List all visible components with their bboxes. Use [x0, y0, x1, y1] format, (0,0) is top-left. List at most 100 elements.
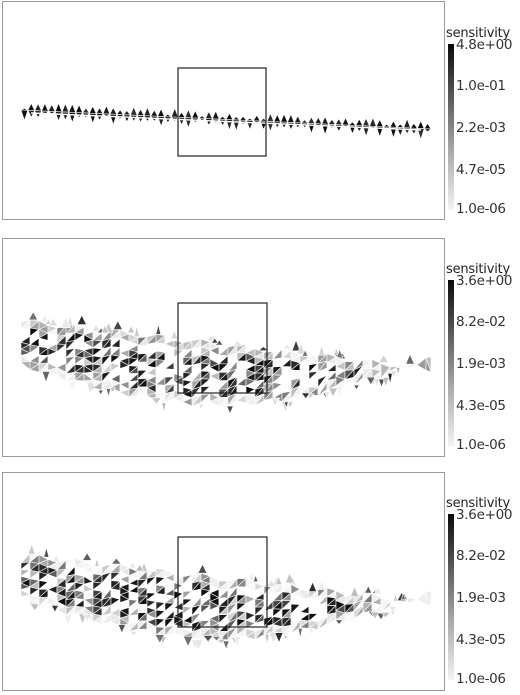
- mesh-triangle: [184, 108, 193, 119]
- mesh-triangle: [105, 388, 111, 398]
- mesh-triangle: [409, 122, 418, 129]
- mesh-triangle: [378, 354, 389, 363]
- mesh-triangle: [274, 632, 284, 644]
- mesh-triangle: [40, 314, 49, 322]
- mesh-triangle: [355, 125, 364, 133]
- mesh-triangle: [283, 635, 289, 641]
- mesh-triangle: [308, 627, 315, 636]
- sensitivity-plot-panel-2: [2, 238, 445, 457]
- mesh-triangle: [375, 126, 384, 138]
- mesh-triangle: [143, 106, 152, 117]
- mesh-body-2: [20, 311, 432, 415]
- mesh-triangle: [102, 113, 111, 117]
- mesh-triangle: [232, 340, 244, 347]
- mesh-triangle: [308, 581, 318, 592]
- zoom-region-box: [177, 302, 268, 394]
- colorbar-tick-label: 1.0e-06: [456, 437, 506, 453]
- mesh-triangle: [61, 111, 70, 122]
- mesh-triangle: [202, 635, 214, 643]
- mesh-triangle: [155, 324, 162, 335]
- mesh-triangle: [275, 575, 283, 585]
- mesh-triangle: [341, 117, 350, 126]
- mesh-triangle: [280, 113, 288, 123]
- mesh-triangle: [390, 370, 398, 378]
- mesh-triangle: [76, 314, 87, 325]
- mesh-triangle: [129, 106, 138, 116]
- mesh-triangle: [197, 117, 207, 121]
- mesh-triangle: [211, 636, 222, 642]
- mesh-triangle: [82, 614, 93, 621]
- mesh-triangle: [146, 566, 156, 572]
- mesh-triangle: [136, 115, 145, 123]
- mesh-triangle: [252, 574, 259, 582]
- mesh-triangle: [68, 381, 77, 393]
- mesh-triangle: [225, 112, 234, 121]
- colorbar-tick-label: 4.3e-05: [456, 632, 506, 648]
- mesh-triangle: [211, 110, 220, 120]
- mesh-triangle: [257, 346, 269, 351]
- mesh-triangle: [353, 384, 360, 391]
- mesh-triangle: [317, 580, 326, 590]
- colorbar-tick-label: 4.7e-05: [456, 162, 506, 178]
- mesh-triangle: [321, 115, 329, 125]
- colorbar-tick-label: 8.2e-02: [456, 548, 506, 564]
- mesh-triangle: [108, 387, 117, 393]
- mesh-triangle: [60, 316, 71, 328]
- mesh-triangle: [127, 325, 136, 334]
- colorbar-2: sensitivity 3.6e+00 8.2e-02 1.9e-03 4.3e…: [446, 262, 520, 453]
- mesh-triangle: [157, 108, 165, 118]
- mesh-triangle: [170, 107, 179, 118]
- mesh-triangle: [204, 118, 213, 126]
- mesh-triangle: [109, 113, 118, 126]
- mesh-triangle: [27, 543, 36, 555]
- mesh-triangle: [377, 378, 386, 388]
- mesh-triangle: [88, 112, 97, 125]
- mesh-canvas-1: [19, 67, 432, 157]
- mesh-triangle: [218, 118, 227, 127]
- mesh-triangle: [272, 397, 281, 404]
- mesh-triangle: [388, 606, 398, 613]
- fracture-line: [30, 112, 422, 131]
- mesh-triangle: [94, 557, 100, 567]
- mesh-triangle: [248, 570, 255, 580]
- mesh-triangle: [387, 373, 393, 384]
- colorbar-tick-label: 1.0e-01: [456, 78, 506, 94]
- mesh-triangle: [129, 631, 138, 637]
- mesh-triangle: [117, 624, 126, 634]
- mesh-triangle: [264, 633, 270, 645]
- colorbar-tick-label: 2.2e-03: [456, 120, 506, 136]
- mesh-triangle: [416, 357, 427, 371]
- mesh-triangle: [403, 118, 411, 129]
- mesh-triangle: [293, 115, 302, 124]
- mesh-triangle: [123, 114, 131, 123]
- mesh-triangle: [226, 405, 234, 415]
- mesh-body-3: [20, 543, 432, 651]
- mesh-triangle: [177, 111, 186, 118]
- mesh-triangle: [64, 614, 73, 627]
- mesh-triangle: [405, 353, 415, 365]
- zoom-region-box: [177, 67, 267, 157]
- mesh-triangle: [334, 619, 344, 625]
- mesh-triangle: [392, 592, 399, 602]
- mesh-triangle: [296, 342, 306, 355]
- mesh-triangle: [416, 120, 425, 130]
- colorbar-title: sensitivity: [446, 26, 510, 41]
- zoom-region-box: [177, 536, 268, 628]
- mesh-triangle: [280, 121, 289, 129]
- mesh-triangle: [395, 367, 401, 376]
- mesh-triangle: [380, 612, 391, 619]
- mesh-triangle: [129, 114, 138, 122]
- mesh-triangle: [362, 117, 370, 127]
- mesh-triangle: [54, 102, 63, 113]
- mesh-triangle: [20, 109, 29, 122]
- mesh-triangle: [252, 120, 262, 124]
- mesh-triangle: [301, 349, 309, 357]
- mesh-triangle: [206, 334, 217, 341]
- mesh-triangle: [365, 376, 376, 386]
- mesh-triangle: [306, 393, 315, 400]
- mesh-triangle: [334, 124, 343, 132]
- colorbar-tick-label: 1.0e-06: [456, 671, 506, 687]
- mesh-triangle: [47, 103, 56, 112]
- mesh-triangle: [193, 639, 204, 651]
- colorbar-tick-label: 3.6e+00: [456, 507, 513, 523]
